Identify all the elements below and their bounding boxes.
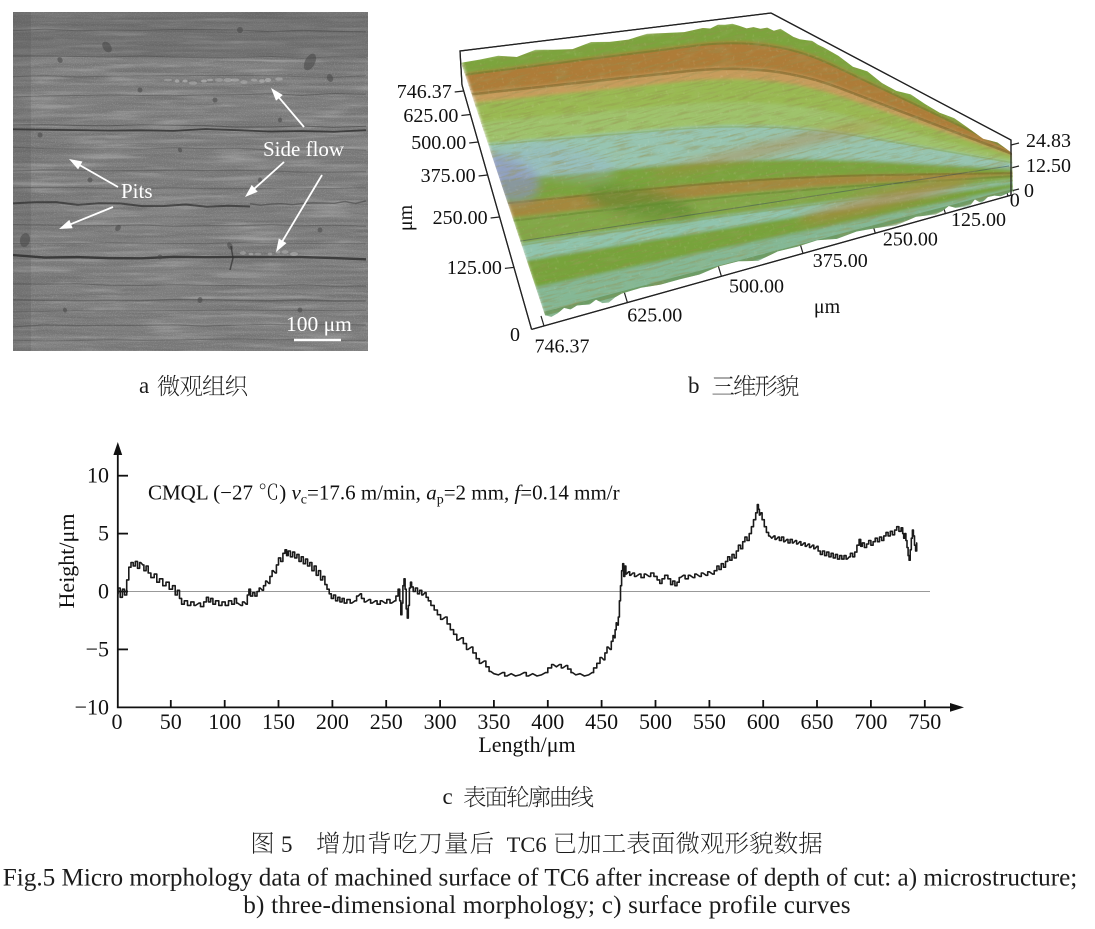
svg-text:0: 0 xyxy=(510,324,520,346)
svg-text:12.50: 12.50 xyxy=(1026,155,1071,177)
svg-text:5: 5 xyxy=(281,832,293,857)
svg-text:0: 0 xyxy=(98,579,109,604)
svg-text:5: 5 xyxy=(98,521,109,546)
svg-text:100: 100 xyxy=(208,709,241,734)
svg-text:400: 400 xyxy=(531,709,564,734)
svg-text:746.37: 746.37 xyxy=(535,336,590,358)
svg-text:500: 500 xyxy=(639,709,672,734)
svg-text:f: f xyxy=(514,481,523,505)
svg-text:250.00: 250.00 xyxy=(433,207,488,229)
svg-text:c: c xyxy=(443,784,453,809)
svg-text:CMQL (−27: CMQL (−27 xyxy=(148,481,258,505)
svg-text:Height/μm: Height/μm xyxy=(54,514,79,609)
svg-text:=0.14 mm/r: =0.14 mm/r xyxy=(520,481,619,505)
svg-text:=2 mm,: =2 mm, xyxy=(444,481,515,505)
svg-text:125.00: 125.00 xyxy=(951,209,1006,231)
svg-text:−5: −5 xyxy=(86,636,109,661)
svg-text:TC6: TC6 xyxy=(507,832,547,857)
svg-text:0: 0 xyxy=(112,709,123,734)
svg-text:): ) xyxy=(279,481,291,505)
svg-text:−10: −10 xyxy=(75,694,109,719)
svg-text:375.00: 375.00 xyxy=(421,165,476,187)
svg-text:b) three-dimensional morpholog: b) three-dimensional morphology; c) surf… xyxy=(243,892,851,919)
svg-text:375.00: 375.00 xyxy=(813,250,868,272)
svg-text:Fig.5 Micro morphology data of: Fig.5 Micro morphology data of machined … xyxy=(3,864,1078,891)
svg-text:550: 550 xyxy=(693,709,726,734)
svg-text:500.00: 500.00 xyxy=(729,275,784,297)
svg-text:24.83: 24.83 xyxy=(1026,130,1071,152)
svg-text:Length/μm: Length/μm xyxy=(478,732,575,757)
svg-text:50: 50 xyxy=(160,709,182,734)
svg-text:750: 750 xyxy=(908,709,941,734)
svg-text:200: 200 xyxy=(316,709,349,734)
svg-text:0: 0 xyxy=(1024,180,1034,202)
svg-text:a: a xyxy=(426,481,437,505)
svg-text:300: 300 xyxy=(424,709,457,734)
svg-text:v: v xyxy=(292,481,302,505)
svg-text:625.00: 625.00 xyxy=(403,105,458,127)
svg-text:125.00: 125.00 xyxy=(447,257,502,279)
svg-text:500.00: 500.00 xyxy=(411,132,466,154)
svg-text:600: 600 xyxy=(747,709,780,734)
svg-text:700: 700 xyxy=(854,709,887,734)
svg-text:350: 350 xyxy=(477,709,510,734)
svg-text:10: 10 xyxy=(87,463,109,488)
svg-text:150: 150 xyxy=(262,709,295,734)
svg-text:a: a xyxy=(139,373,149,398)
svg-text:746.37: 746.37 xyxy=(397,81,452,103)
svg-text:=17.6 m/min,: =17.6 m/min, xyxy=(307,481,426,505)
svg-text:625.00: 625.00 xyxy=(627,305,682,327)
svg-text:250.00: 250.00 xyxy=(883,229,938,251)
svg-text:450: 450 xyxy=(585,709,618,734)
svg-text:Pits: Pits xyxy=(121,179,153,203)
svg-text:Side flow: Side flow xyxy=(263,137,345,161)
svg-text:μm: μm xyxy=(395,204,417,231)
svg-text:650: 650 xyxy=(801,709,834,734)
svg-text:100 μm: 100 μm xyxy=(286,312,352,336)
svg-text:b: b xyxy=(688,373,700,398)
svg-text:0: 0 xyxy=(1010,190,1020,212)
svg-text:p: p xyxy=(437,493,444,508)
svg-text:μm: μm xyxy=(814,296,841,318)
svg-text:250: 250 xyxy=(370,709,403,734)
svg-text:c: c xyxy=(301,493,307,508)
